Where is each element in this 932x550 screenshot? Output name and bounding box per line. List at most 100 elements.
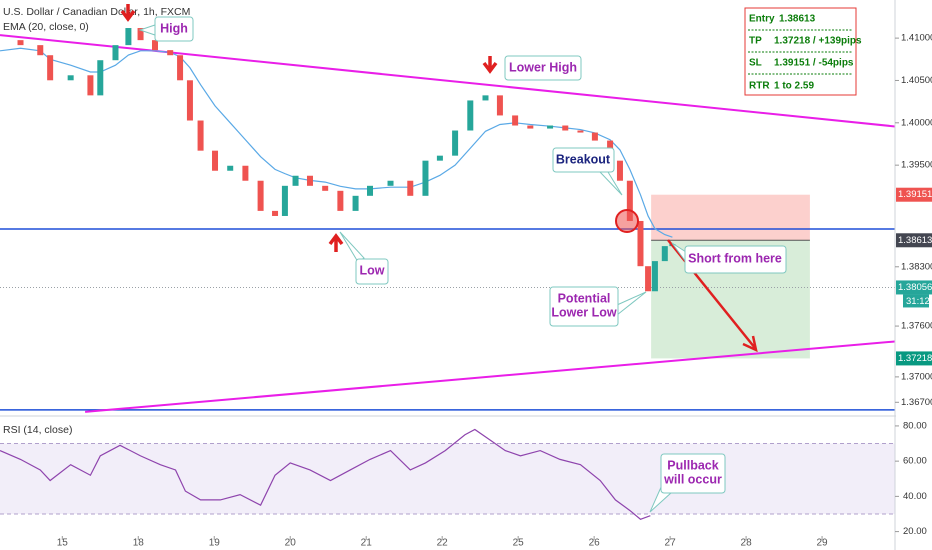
trade-label: Entry	[749, 14, 775, 25]
x-tick-label: 28	[741, 538, 753, 549]
callout-box	[552, 147, 615, 173]
candle	[352, 195, 359, 211]
candle	[547, 125, 554, 129]
candle	[17, 40, 24, 46]
up-arrow	[328, 233, 344, 252]
candle	[467, 100, 474, 131]
x-tick-label: 15	[57, 538, 69, 549]
callout-box	[660, 453, 726, 494]
down-arrow	[482, 56, 498, 74]
callout-text: will occur	[663, 472, 722, 486]
price-label-bg	[896, 187, 932, 202]
candle	[87, 75, 94, 96]
price-label-bg	[896, 280, 932, 295]
candle	[651, 261, 658, 292]
price-label-bg	[896, 351, 932, 366]
x-tick-label: 26	[589, 538, 601, 549]
candle	[37, 45, 44, 56]
x-tick-label: 22	[437, 538, 449, 549]
axis-layer: 1.41000 1.40500 1.40000 1.39500 1.38300 1.376…	[57, 0, 932, 550]
x-tick-label: 19	[209, 538, 221, 549]
candle	[197, 120, 204, 151]
candle	[645, 266, 652, 292]
price-label: 1.37218	[898, 353, 932, 364]
callout-text: Low	[360, 263, 385, 277]
candle	[496, 95, 503, 116]
trade-value: 1.39151 / -54pips	[774, 58, 854, 69]
rsi-label: RSI (14, close)	[3, 424, 72, 436]
callout-text: High	[160, 21, 188, 35]
x-tick-label: 20	[285, 538, 297, 549]
candle	[137, 28, 144, 41]
callout-text: Lower High	[509, 60, 577, 74]
y-tick-label: 1.40000	[901, 117, 932, 128]
callout-text: Potential	[558, 291, 611, 305]
trade-label: SL	[749, 58, 762, 69]
candle	[47, 55, 54, 81]
candle	[242, 165, 249, 181]
trade-label: RTR	[749, 81, 770, 92]
trade-value: 1 to 2.59	[774, 81, 814, 92]
callout: Pullback will occur	[649, 453, 726, 513]
candle	[577, 130, 584, 133]
candle	[527, 125, 534, 129]
callout-box	[549, 286, 619, 327]
candle	[67, 75, 74, 81]
price-label: 1.38056	[898, 282, 932, 293]
breakout-circle	[615, 209, 639, 233]
callout: Lower High	[504, 55, 582, 81]
callout-text: Pullback	[667, 458, 718, 472]
candle	[637, 220, 644, 267]
candle	[186, 80, 193, 121]
countdown: 31:12	[906, 296, 930, 307]
callout: Short from here	[671, 242, 787, 274]
trade-value: 1.38613	[779, 14, 816, 25]
candle	[407, 180, 414, 196]
candle	[422, 160, 429, 196]
candle	[227, 165, 234, 171]
candle	[292, 175, 299, 186]
candle	[281, 185, 288, 216]
down-arrow	[120, 4, 136, 22]
stop-zone	[651, 194, 810, 241]
candle	[512, 115, 519, 126]
candle	[322, 185, 329, 191]
indicator-label: EMA (20, close, 0)	[3, 21, 89, 33]
price-axis-bg	[896, 0, 932, 550]
candle	[151, 40, 158, 51]
rsi-tick-label: 60.00	[903, 456, 927, 467]
y-tick-label: 1.36700	[901, 397, 932, 408]
candle	[177, 55, 184, 81]
candle	[257, 180, 264, 211]
y-tick-label: 1.39500	[901, 160, 932, 171]
countdown-bg	[903, 294, 929, 308]
y-tick-label: 1.37000	[901, 371, 932, 382]
candle	[337, 190, 344, 211]
x-tick-label: 18	[133, 538, 145, 549]
callout: Breakout	[552, 147, 623, 196]
price-label: 1.38613	[898, 235, 932, 246]
y-tick-label: 1.41000	[901, 33, 932, 44]
separator	[748, 29, 853, 75]
x-tick-label: 21	[361, 538, 373, 549]
callout-text: Lower Low	[551, 305, 617, 319]
rsi-tick-label: 80.00	[903, 420, 927, 431]
price-label-bg	[896, 233, 932, 248]
candle	[591, 132, 598, 141]
candle	[167, 50, 174, 56]
callout: Low	[339, 231, 389, 285]
x-tick-label: 25	[513, 538, 525, 549]
candle	[482, 95, 489, 101]
y-tick-label: 1.38300	[901, 261, 932, 272]
candle	[306, 175, 313, 186]
callout-box	[355, 258, 389, 285]
candle	[562, 125, 569, 131]
candle	[112, 45, 119, 61]
chart-title: U.S. Dollar / Canadian Dollar, 1h, FXCM	[3, 6, 190, 18]
candle	[452, 130, 459, 156]
price-label: 1.39151	[898, 189, 932, 200]
callout: Potential Lower Low	[549, 286, 647, 327]
callout-box	[684, 245, 787, 274]
candle	[212, 150, 219, 171]
callout: High	[138, 16, 194, 42]
